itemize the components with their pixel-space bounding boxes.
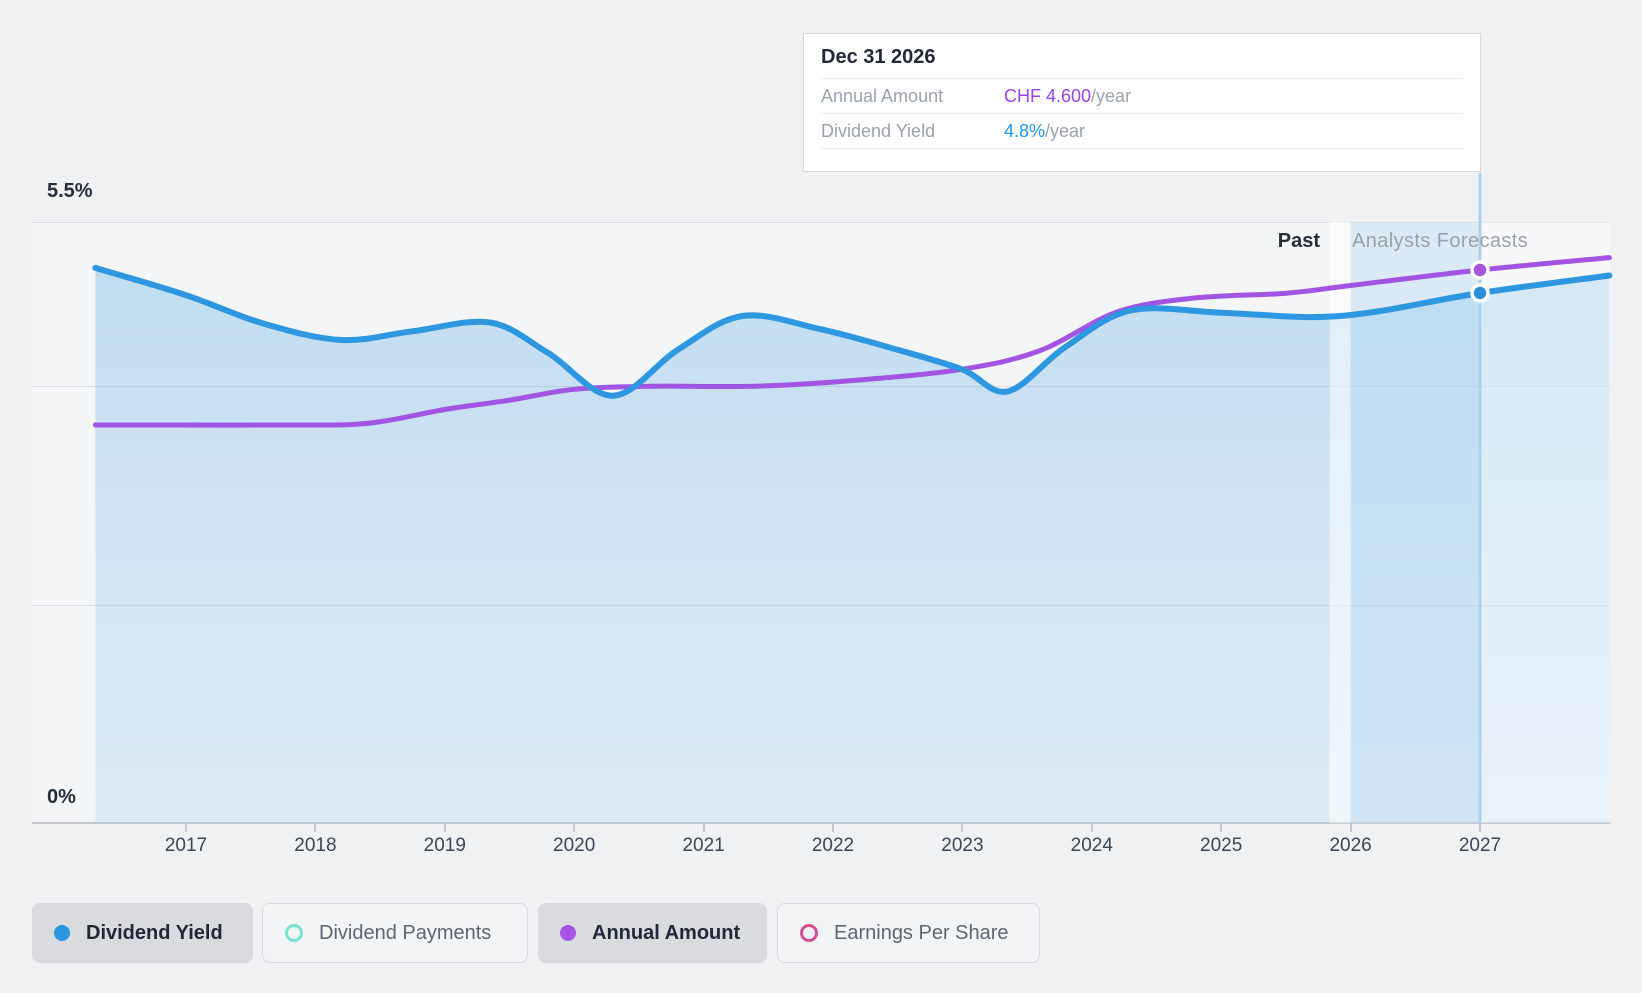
x-axis-tick — [961, 824, 964, 832]
x-axis-label-2026: 2026 — [1329, 835, 1372, 856]
x-axis-tick — [573, 824, 576, 832]
chart-plot-area[interactable] — [32, 222, 1610, 823]
legend-label: Earnings Per Share — [834, 921, 1009, 944]
forecast-region-label: Analysts Forecasts — [1352, 230, 1529, 252]
x-axis-label-2025: 2025 — [1200, 835, 1243, 856]
tooltip-row-label: Annual Amount — [821, 85, 944, 106]
tooltip-date: Dec 31 2026 — [821, 34, 1463, 79]
x-axis-tick — [314, 824, 317, 832]
legend-button-dividend-yield[interactable]: Dividend Yield — [32, 903, 253, 963]
x-axis-label-2019: 2019 — [423, 835, 466, 856]
tooltip-row-value: CHF 4.600 — [1004, 85, 1092, 106]
gridline-mid-lower — [32, 605, 1610, 606]
x-axis-tick — [1090, 824, 1093, 832]
tooltip-row-annual-amount: Annual Amount CHF 4.600/year — [821, 79, 1463, 114]
x-axis-line — [32, 822, 1610, 824]
legend-label: Annual Amount — [592, 921, 741, 944]
x-axis-tick — [443, 824, 446, 832]
x-axis-label-2023: 2023 — [941, 835, 984, 856]
legend-label: Dividend Yield — [86, 921, 223, 944]
x-axis-tick — [1349, 824, 1352, 832]
tooltip-row-suffix: /year — [1091, 85, 1132, 106]
filled-circle-icon — [560, 925, 576, 941]
x-axis-tick — [832, 824, 834, 832]
past-region-label: Past — [1277, 230, 1320, 252]
x-axis-tick — [702, 824, 705, 832]
tooltip-row-suffix: /year — [1045, 120, 1086, 141]
y-axis-label-max: 5.5% — [47, 180, 93, 202]
x-axis-label-2022: 2022 — [811, 835, 855, 856]
ring-circle-icon — [800, 924, 818, 942]
tooltip: Dec 31 2026 Annual Amount CHF 4.600/year D… — [803, 33, 1481, 172]
x-axis-tick — [1220, 824, 1223, 832]
tooltip-row-dividend-yield: Dividend Yield 4.8%/year — [821, 114, 1463, 149]
legend-button-dividend-payments[interactable]: Dividend Payments — [262, 903, 528, 963]
x-axis-tick — [185, 824, 187, 832]
y-axis-label-zero: 0% — [47, 786, 76, 808]
gridline-top — [32, 222, 1610, 223]
x-axis-label-2017: 2017 — [164, 835, 208, 856]
ring-circle-icon — [285, 924, 303, 942]
x-axis-label-2027: 2027 — [1458, 835, 1502, 856]
x-axis-label-2018: 2018 — [294, 835, 337, 856]
x-axis-tick — [1479, 824, 1481, 832]
x-axis-label-2024: 2024 — [1070, 835, 1113, 856]
tooltip-row-label: Dividend Yield — [821, 120, 936, 141]
legend-button-earnings-per-share[interactable]: Earnings Per Share — [777, 903, 1040, 963]
legend-button-annual-amount[interactable]: Annual Amount — [538, 903, 767, 963]
x-axis-label-2021: 2021 — [682, 835, 725, 856]
gridline-mid-upper — [32, 386, 1610, 387]
x-axis-label-2020: 2020 — [553, 835, 596, 856]
filled-circle-icon — [54, 925, 70, 941]
tooltip-row-value: 4.8% — [1004, 120, 1046, 141]
legend-label: Dividend Payments — [319, 921, 492, 944]
